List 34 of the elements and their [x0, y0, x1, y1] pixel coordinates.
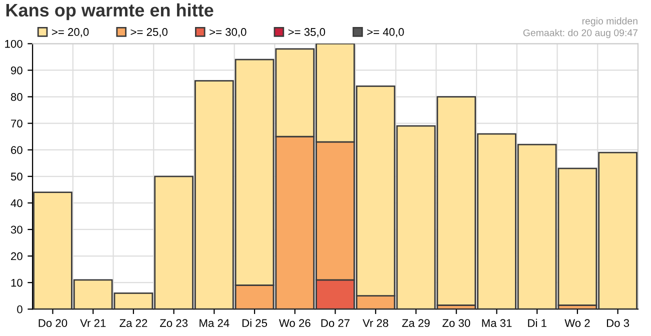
y-tick-label: 50 — [10, 172, 22, 181]
x-tick-label: Di 25 — [242, 318, 268, 328]
y-tick-label: 20 — [11, 252, 22, 260]
x-tick-label: Zo 30 — [442, 319, 470, 328]
x-tick-label: Vr 21 — [80, 319, 106, 327]
legend-label: >= 20,0 — [52, 28, 89, 38]
x-tick-label: Ma 24 — [200, 319, 230, 328]
y-tick-label: 90 — [10, 66, 22, 74]
legend-label: >= 35,0 — [288, 28, 326, 38]
chart-title: Kans op warmte en hitte — [6, 3, 214, 20]
y-tick-label: 40 — [10, 199, 22, 208]
legend-label: >= 30,0 — [210, 28, 246, 38]
x-tick-label: Za 22 — [120, 319, 148, 328]
x-tick-label: Vr 28 — [362, 319, 388, 328]
y-tick-label: 80 — [10, 93, 22, 101]
legend-label: >= 25,0 — [130, 28, 168, 38]
x-tick-label: Do 20 — [38, 319, 68, 328]
x-tick-label: Di 1 — [528, 318, 546, 327]
text: Gemaakt: do 20 aug 09:47 — [523, 29, 638, 38]
x-tick-label: Wo 26 — [278, 319, 310, 328]
y-tick-label: 60 — [11, 146, 22, 154]
y-tick-label: 70 — [11, 120, 22, 128]
y-tick-label: 10 — [11, 278, 22, 287]
y-tick-label: 100 — [5, 40, 22, 48]
x-tick-label: Wo 2 — [564, 319, 590, 328]
y-tick-label: 30 — [10, 226, 22, 234]
x-tick-label: Do 27 — [321, 319, 350, 328]
text: regio midden — [582, 17, 638, 26]
y-tick-label: 0 — [17, 305, 22, 314]
x-tick-label: Ma 31 — [482, 319, 512, 328]
x-tick-label: Zo 23 — [160, 319, 188, 328]
legend-label: >= 40,0 — [367, 28, 404, 38]
x-tick-label: Do 3 — [606, 319, 630, 328]
x-tick-label: Za 29 — [402, 319, 430, 328]
